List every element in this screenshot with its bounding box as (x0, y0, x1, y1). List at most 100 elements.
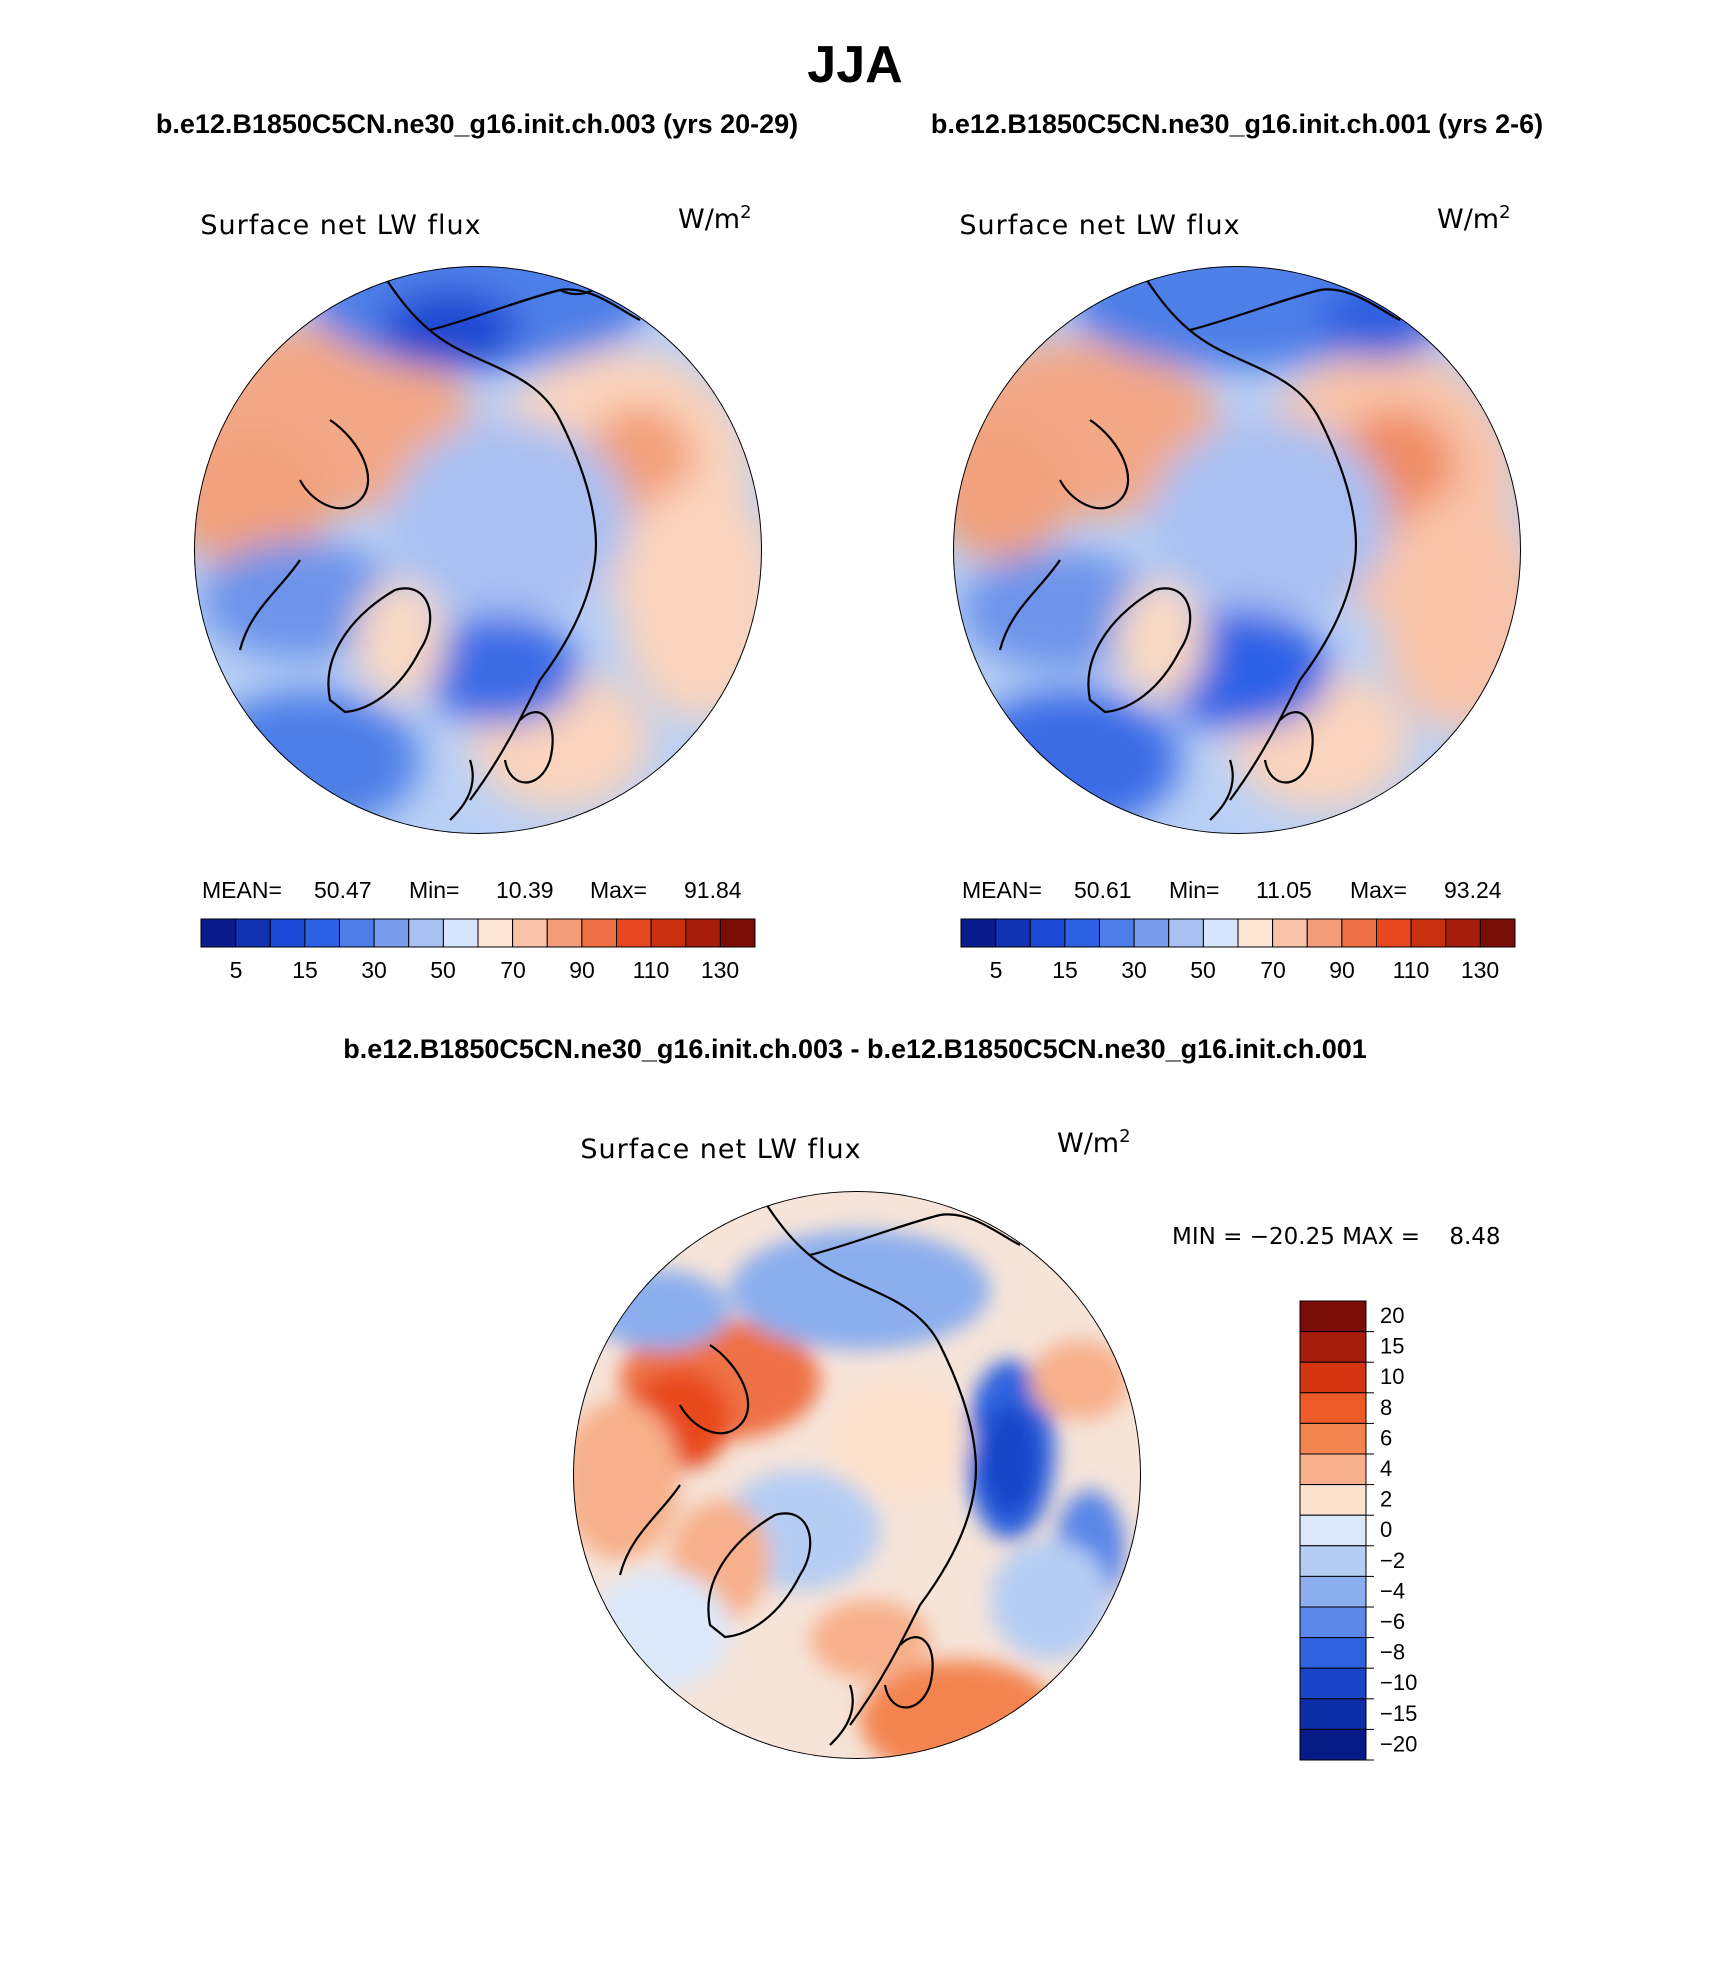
right-max-value: 93.24 (1444, 877, 1502, 903)
right-min-value: 11.05 (1256, 877, 1312, 903)
left-colorbar-ticks: 5 15 30 50 70 90 110 130 (230, 957, 740, 983)
diff-colorbar-swatch (1299, 1453, 1367, 1486)
colorbar-swatch (616, 918, 652, 948)
diff-colorbar-tick-label: 15 (1380, 1334, 1404, 1359)
colorbar-swatch (477, 918, 514, 948)
diff-colorbar (1299, 1300, 1367, 1761)
diff-colorbar-swatch (1299, 1637, 1367, 1669)
colorbar-swatch (1029, 918, 1066, 948)
diff-colorbar-tick-label: 10 (1380, 1364, 1404, 1389)
colorbar-swatch (512, 918, 548, 948)
right-tick-label: 90 (1329, 957, 1355, 983)
diff-colorbar-tick-label: −6 (1380, 1609, 1405, 1634)
left-tick-label: 110 (633, 957, 670, 983)
right-tick-label: 30 (1121, 957, 1147, 983)
colorbar-swatch (339, 918, 375, 948)
diff-colorbar-swatch (1299, 1606, 1367, 1639)
right-tick-label: 15 (1052, 957, 1078, 983)
left-tick-label: 130 (701, 957, 739, 983)
diff-colorbar-tick-label: −8 (1380, 1640, 1405, 1665)
diff-colorbar-tick-label: −20 (1380, 1731, 1417, 1756)
diff-colorbar-swatch (1299, 1392, 1367, 1424)
colorbar-swatch (995, 918, 1031, 948)
diff-colorbar-swatch (1299, 1484, 1367, 1516)
colorbar-swatch (685, 918, 721, 948)
colorbar-swatch (1099, 918, 1135, 948)
right-tick-label: 110 (1393, 957, 1430, 983)
colorbar-swatch (546, 918, 583, 948)
colorbar-swatch (1064, 918, 1100, 948)
colorbar-swatch (960, 918, 997, 948)
right-tick-label: 70 (1260, 957, 1286, 983)
right-colorbar (960, 918, 1516, 948)
diff-colorbar-swatch (1299, 1361, 1367, 1394)
diff-colorbar-swatch (1299, 1728, 1367, 1761)
left-mean-label: MEAN= (202, 877, 282, 903)
right-tick-label: 130 (1461, 957, 1499, 983)
diff-colorbar-swatch (1299, 1698, 1367, 1730)
diff-colorbar-tick-label: −10 (1380, 1670, 1417, 1695)
diff-colorbar-tick-label: 0 (1380, 1517, 1392, 1542)
colorbar-swatch (1306, 918, 1343, 948)
colorbar-swatch (1237, 918, 1274, 948)
left-tick-label: 5 (230, 957, 243, 983)
diff-colorbar-swatch (1299, 1422, 1367, 1455)
diff-field-label: Surface net LW flux (580, 1134, 861, 1165)
left-panel-case-title: b.e12.B1850C5CN.ne30_g16.init.ch.003 (yr… (156, 109, 798, 139)
colorbar-swatch (269, 918, 306, 948)
left-colorbar (200, 918, 756, 948)
right-min-label: Min= (1169, 877, 1220, 903)
left-max-value: 91.84 (684, 877, 742, 903)
diff-colorbar-swatch (1299, 1667, 1367, 1700)
colorbar-swatch (1445, 918, 1481, 948)
colorbar-swatch (1168, 918, 1204, 948)
colorbar-swatch (408, 918, 444, 948)
diff-colorbar-tick-label: −2 (1380, 1548, 1405, 1573)
left-max-label: Max= (590, 877, 647, 903)
right-colorbar-ticks: 5 15 30 50 70 90 110 130 (990, 957, 1500, 983)
left-stats-line: MEAN= 50.47 Min= 10.39 Max= 91.84 (202, 877, 742, 903)
diff-title: b.e12.B1850C5CN.ne30_g16.init.ch.003 - b… (343, 1034, 1367, 1064)
left-tick-label: 50 (430, 957, 456, 983)
left-tick-label: 30 (361, 957, 387, 983)
colorbar-swatch (1376, 918, 1412, 948)
right-max-label: Max= (1350, 877, 1407, 903)
colorbar-swatch (1202, 918, 1239, 948)
colorbar-swatch (1133, 918, 1170, 948)
left-tick-label: 15 (292, 957, 318, 983)
right-field-label: Surface net LW flux (959, 210, 1240, 241)
diff-colorbar-tick-label: 20 (1380, 1303, 1404, 1328)
diff-colorbar-swatch (1299, 1575, 1367, 1608)
diff-colorbar-swatch (1299, 1545, 1367, 1577)
diff-colorbar-tick-label: 8 (1380, 1395, 1392, 1420)
diff-colorbar-tick-label: −15 (1380, 1701, 1417, 1726)
colorbar-swatch (200, 918, 237, 948)
colorbar-swatch (650, 918, 687, 948)
colorbar-swatch (581, 918, 617, 948)
colorbar-swatch (304, 918, 340, 948)
season-title: JJA (807, 36, 902, 94)
colorbar-swatch (1341, 918, 1377, 948)
left-min-label: Min= (409, 877, 460, 903)
left-field-label: Surface net LW flux (200, 210, 481, 241)
colorbar-swatch (719, 918, 756, 948)
colorbar-swatch (373, 918, 410, 948)
colorbar-swatch (442, 918, 479, 948)
colorbar-swatch (235, 918, 271, 948)
right-tick-label: 50 (1190, 957, 1216, 983)
diff-colorbar-tick-label: −4 (1380, 1578, 1405, 1603)
right-mean-label: MEAN= (962, 877, 1042, 903)
right-tick-label: 5 (990, 957, 1003, 983)
colorbar-swatch (1479, 918, 1516, 948)
diff-colorbar-swatch (1299, 1300, 1367, 1333)
left-min-value: 10.39 (496, 877, 554, 903)
diff-colorbar-swatch (1299, 1514, 1367, 1547)
left-units-label: W/m2 (678, 202, 752, 235)
left-map-panel: Surface net LW flux W/m2 (194, 202, 762, 983)
diff-colorbar-tick-label: 2 (1380, 1487, 1392, 1512)
diff-minmax-text: MIN = −20.25 MAX = 8.48 (1172, 1224, 1501, 1250)
right-panel-case-title: b.e12.B1850C5CN.ne30_g16.init.ch.001 (yr… (931, 109, 1543, 139)
right-mean-value: 50.61 (1074, 877, 1132, 903)
right-stats-line: MEAN= 50.61 Min= 11.05 Max= 93.24 (962, 877, 1502, 903)
